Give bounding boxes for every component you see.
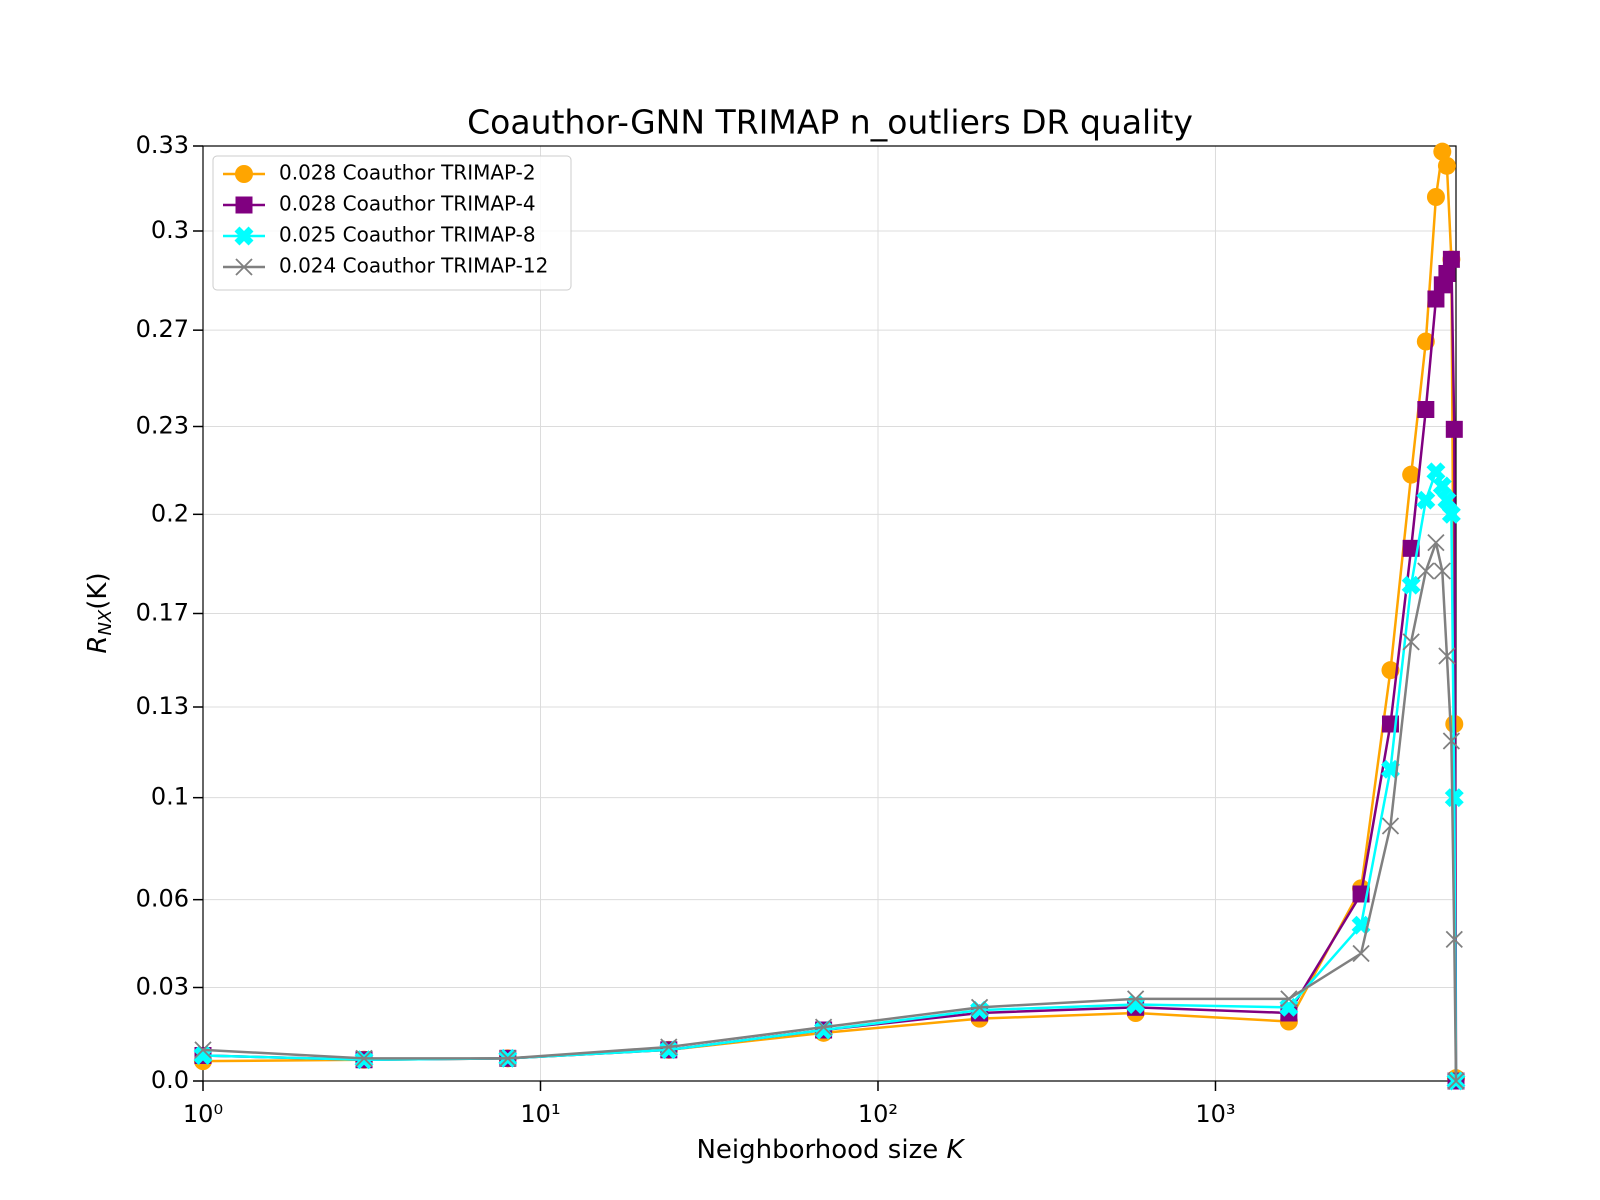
y-tick-label: 0.03 [136, 973, 189, 1001]
marker [1416, 490, 1436, 510]
y-tick-label: 0.27 [136, 315, 189, 343]
marker [1402, 465, 1421, 484]
marker [1381, 661, 1400, 680]
y-tick-label: 0.0 [151, 1066, 189, 1094]
marker [1437, 156, 1456, 175]
marker [499, 1049, 517, 1067]
marker [1401, 575, 1421, 595]
y-tick-label: 0.17 [136, 599, 189, 627]
y-tick-label: 0.06 [136, 885, 189, 913]
marker [1438, 265, 1456, 282]
y-axis-label-text: R [83, 636, 113, 654]
marker [1445, 420, 1463, 438]
y-tick-label: 0.3 [151, 216, 189, 244]
series [193, 462, 1466, 1091]
marker [1433, 142, 1452, 161]
series-line [202, 258, 1458, 1082]
marker [1438, 647, 1456, 665]
marker [1280, 990, 1298, 1008]
marker [1127, 990, 1145, 1008]
marker [1442, 250, 1460, 268]
marker [970, 1000, 990, 1020]
marker [1432, 476, 1452, 496]
marker [814, 1018, 833, 1036]
series-line [202, 150, 1458, 1079]
series [194, 250, 1465, 1090]
marker [1426, 188, 1445, 206]
marker [1427, 534, 1445, 552]
legend-label: 0.024 Coauthor TRIMAP-12 [279, 254, 548, 278]
chart-title: Coauthor-GNN TRIMAP n_outliers DR qualit… [467, 103, 1193, 142]
y-axis-label: RNX(K) [83, 572, 117, 653]
marker [659, 1040, 679, 1060]
marker [1442, 732, 1461, 750]
x-tick-label: 10² [858, 1100, 898, 1128]
marker [1447, 1072, 1465, 1090]
marker [235, 196, 253, 214]
marker [235, 258, 253, 276]
y-axis-label-suffix: (K) [83, 572, 113, 609]
marker [1444, 788, 1464, 808]
marker [235, 165, 253, 183]
x-axis-label: Neighborhood size K [696, 1135, 965, 1165]
x-axis-label-var: K [946, 1135, 965, 1165]
y-tick-label: 0.1 [151, 783, 189, 811]
legend: 0.028 Coauthor TRIMAP-2 0.028 Coauthor TR… [212, 155, 572, 291]
marker [660, 1038, 678, 1056]
legend-label: 0.025 Coauthor TRIMAP-8 [279, 223, 536, 247]
y-axis-label-sub: NX [95, 609, 116, 635]
series-line [202, 541, 1458, 1082]
marker [1427, 290, 1445, 308]
y-tick-label: 0.2 [151, 499, 189, 527]
marker [1437, 490, 1457, 510]
marker [194, 1041, 212, 1059]
marker [1416, 332, 1435, 351]
series [194, 534, 1465, 1090]
legend-label: 0.028 Coauthor TRIMAP-2 [279, 161, 536, 185]
marker [1279, 997, 1299, 1017]
marker [234, 226, 254, 246]
y-tick-label: 0.23 [136, 412, 189, 440]
y-tick-label: 0.13 [136, 692, 189, 720]
marker [355, 1049, 373, 1067]
marker [814, 1020, 834, 1040]
marker [1417, 562, 1435, 580]
marker [1402, 633, 1420, 651]
series-line [202, 470, 1458, 1082]
marker [1426, 462, 1446, 482]
marker [970, 998, 989, 1016]
marker [1352, 944, 1370, 963]
x-tick-label: 10⁰ [183, 1100, 223, 1128]
marker [354, 1050, 374, 1070]
marker [1402, 539, 1420, 557]
marker [1445, 930, 1463, 948]
x-tick-label: 10¹ [520, 1100, 560, 1128]
marker [1381, 817, 1400, 835]
legend-label: 0.028 Coauthor TRIMAP-4 [279, 192, 536, 216]
marker [1417, 401, 1435, 418]
x-axis-label-text: Neighborhood size [696, 1135, 938, 1165]
marker [1441, 504, 1461, 524]
marker [1433, 562, 1451, 580]
legend-frame [212, 155, 572, 291]
y-tick-label: 0.33 [136, 131, 189, 159]
x-tick-label: 10³ [1195, 1100, 1235, 1128]
